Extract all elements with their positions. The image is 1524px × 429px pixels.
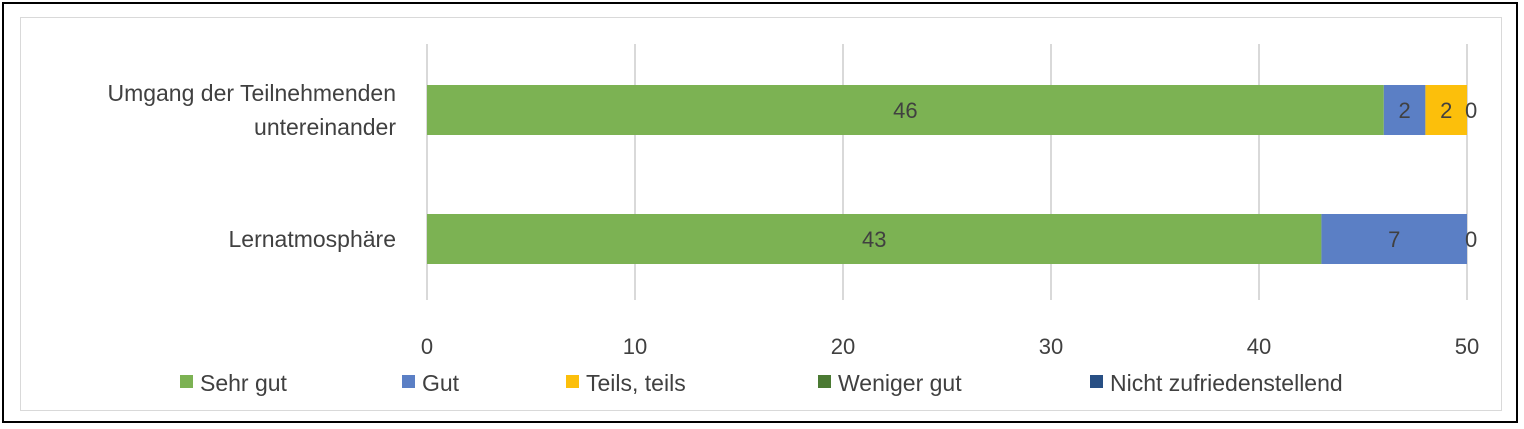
x-tick-label: 30: [1039, 334, 1063, 359]
chart-outer-border: [2, 2, 1518, 423]
legend-swatch: [180, 375, 193, 388]
category-labels: Umgang der Teilnehmenden untereinander Ler…: [107, 80, 396, 252]
x-tick-label: 40: [1247, 334, 1271, 359]
legend-swatch: [1090, 375, 1103, 388]
data-label: 0: [1465, 98, 1477, 123]
legend-swatch: [402, 375, 415, 388]
data-label: 7: [1388, 227, 1400, 252]
legend-label: Nicht zufriedenstellend: [1110, 370, 1343, 396]
legend-label: Weniger gut: [838, 370, 962, 396]
legend-label: Gut: [422, 370, 460, 396]
x-tick-label: 20: [831, 334, 855, 359]
data-label: 0: [1465, 227, 1477, 252]
data-labels: 46 2 2 043 7 0: [862, 98, 1477, 252]
legend-label: Sehr gut: [200, 370, 288, 396]
x-tick-label: 50: [1455, 334, 1479, 359]
x-tick-label: 0: [421, 334, 433, 359]
x-tick-label: 10: [623, 334, 647, 359]
bar-segment-sehr-gut-0: [427, 85, 1384, 135]
data-label: 2: [1398, 98, 1410, 123]
chart-area-border: [20, 17, 1502, 411]
bar-segment-sehr-gut-1: [427, 214, 1322, 264]
category-label: untereinander: [254, 114, 396, 140]
data-label: 46: [893, 98, 917, 123]
legend: Sehr gut Gut Teils, teils Weniger gut Nicht …: [180, 370, 1343, 396]
legend-swatch: [818, 375, 831, 388]
bar-segment-gut-0: [1383, 85, 1426, 135]
category-label: Lernatmosphäre: [229, 226, 397, 252]
legend-swatch: [566, 375, 579, 388]
bar-segment-gut-1: [1321, 214, 1467, 264]
bars: [427, 85, 1467, 264]
data-label: 43: [862, 227, 886, 252]
legend-label: Teils, teils: [586, 370, 686, 396]
bar-segment-teils-teils-0: [1425, 85, 1467, 135]
data-label: 2: [1440, 98, 1452, 123]
category-label: Umgang der Teilnehmenden: [107, 80, 396, 106]
x-axis-ticks: 0 10 20 30 40 50: [421, 334, 1479, 359]
